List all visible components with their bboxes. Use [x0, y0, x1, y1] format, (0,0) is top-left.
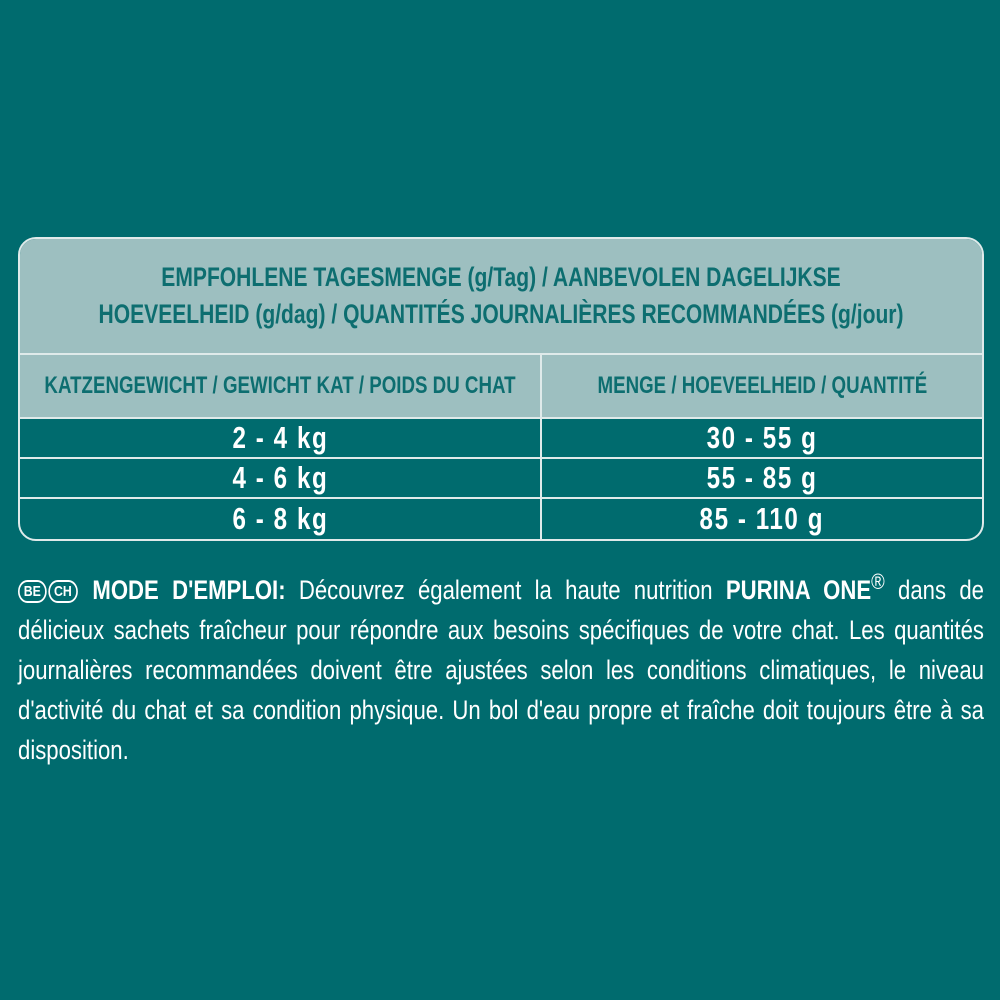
title-line-2: HOEVEELHEID (g/dag) / QUANTITÉS JOURNALI…	[98, 299, 904, 329]
header-quantity: MENGE / HOEVEELHEID / QUANTITÉ	[597, 372, 927, 399]
registered-mark: ®	[871, 569, 885, 594]
table-row: 4 - 6 kg 55 - 85 g	[20, 459, 982, 499]
weight-cell: 2 - 4 kg	[232, 420, 328, 455]
table-title: EMPFOHLENE TAGESMENGE (g/Tag) / AANBEVOL…	[20, 239, 982, 355]
feeding-table: EMPFOHLENE TAGESMENGE (g/Tag) / AANBEVOL…	[18, 237, 984, 541]
instructions-text-continued: dans de délicieux sachets fraîcheur pour…	[18, 575, 984, 765]
instructions-label: MODE D'EMPLOI:	[92, 575, 286, 605]
instructions-text: Découvrez également la haute nutrition	[285, 575, 726, 605]
country-badge-ch: CH	[48, 580, 78, 603]
quantity-cell: 85 - 110 g	[699, 501, 825, 536]
title-line-1: EMPFOHLENE TAGESMENGE (g/Tag) / AANBEVOL…	[161, 262, 841, 292]
weight-cell: 4 - 6 kg	[232, 460, 328, 495]
table-row: 6 - 8 kg 85 - 110 g	[20, 499, 982, 539]
table-header-row: KATZENGEWICHT / GEWICHT KAT / POIDS DU C…	[20, 355, 982, 419]
country-badge-be: BE	[18, 580, 47, 603]
quantity-cell: 30 - 55 g	[706, 420, 818, 455]
header-weight: KATZENGEWICHT / GEWICHT KAT / POIDS DU C…	[44, 372, 516, 399]
weight-cell: 6 - 8 kg	[232, 501, 328, 536]
quantity-cell: 55 - 85 g	[706, 460, 818, 495]
table-row: 2 - 4 kg 30 - 55 g	[20, 419, 982, 459]
brand-name: PURINA ONE	[725, 575, 872, 605]
instructions-paragraph: BE CH MODE D'EMPLOI: Découvrez également …	[18, 562, 984, 770]
